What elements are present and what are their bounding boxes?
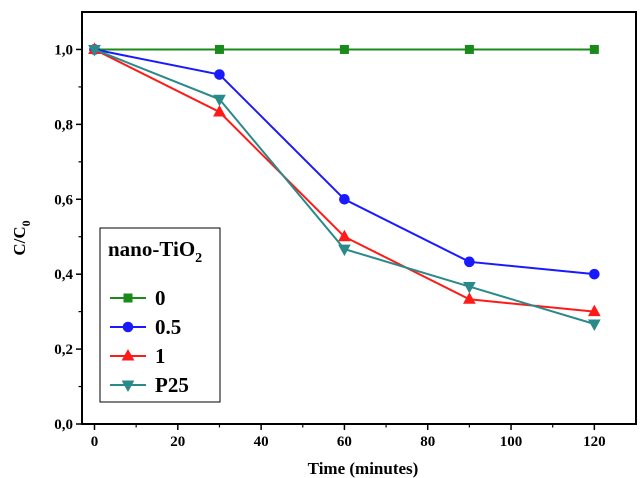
legend-entry: 0 — [110, 286, 166, 310]
y-tick-label: 1,0 — [54, 42, 73, 58]
y-axis-title: C/C0 — [10, 220, 33, 255]
data-point — [214, 69, 225, 80]
data-point — [589, 44, 599, 54]
x-axis-title: Time (minutes) — [308, 459, 419, 478]
y-tick-label: 0,6 — [54, 192, 73, 208]
data-point — [338, 229, 351, 242]
legend-marker — [122, 321, 134, 333]
legend-label: 0 — [155, 286, 166, 310]
data-point — [588, 304, 601, 317]
legend-marker — [121, 348, 135, 361]
axis-ticks — [76, 48, 596, 430]
y-tick-label: 0,4 — [54, 267, 73, 283]
data-point — [463, 292, 476, 304]
x-tick-label: 60 — [337, 434, 352, 450]
plot-area-border — [81, 11, 637, 425]
legend-label: 1 — [155, 344, 166, 368]
legend-title: nano-TiO2 — [108, 237, 202, 266]
legend-marker — [121, 380, 135, 393]
series-layer — [88, 42, 601, 332]
legend-title-subscript: 2 — [195, 251, 202, 266]
y-tick-label: 0,8 — [54, 117, 73, 133]
legend-entries: 0 0.5 1 P25 — [110, 286, 189, 397]
y-axis-title-main: C/C — [10, 226, 29, 255]
data-point — [88, 44, 101, 57]
data-point — [589, 268, 600, 280]
data-point — [464, 256, 475, 268]
x-tick-label: 40 — [254, 434, 269, 450]
legend-box — [99, 227, 221, 403]
legend-marker — [123, 293, 133, 303]
x-tick-label: 0 — [91, 434, 99, 450]
legend-label: P25 — [155, 373, 189, 397]
legend-entry: 1 — [110, 344, 166, 368]
series-P25 — [88, 44, 601, 332]
legend-title-main: nano-TiO — [108, 237, 195, 261]
data-point — [213, 104, 226, 117]
x-tick-label: 20 — [170, 434, 185, 450]
x-tick-label: 80 — [420, 434, 435, 450]
data-point — [214, 44, 224, 54]
data-point — [464, 44, 474, 54]
legend-entry: P25 — [110, 373, 189, 397]
data-point — [339, 44, 349, 54]
x-tick-label: 100 — [500, 434, 523, 450]
y-tick-label: 0,2 — [54, 342, 73, 358]
data-point — [588, 319, 601, 332]
y-axis-title-subscript: 0 — [19, 220, 33, 226]
x-tick-label: 120 — [583, 434, 606, 450]
y-tick-label: 0,0 — [54, 417, 73, 433]
legend: nano-TiO2 0 0.5 1 P25 — [99, 227, 221, 403]
legend-entry: 0.5 — [110, 315, 181, 339]
data-point — [339, 193, 350, 205]
plot-frame — [81, 11, 637, 425]
data-point — [338, 244, 351, 257]
series-0 — [89, 44, 599, 54]
legend-label: 0.5 — [155, 315, 181, 339]
data-point — [213, 94, 226, 107]
data-point — [463, 282, 476, 294]
